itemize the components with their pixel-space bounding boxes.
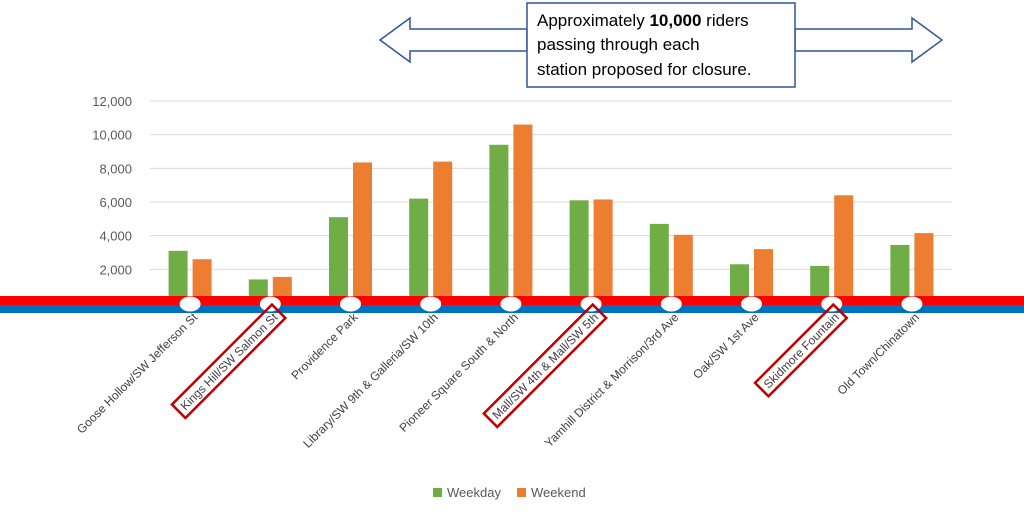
category-label: Goose Hollow/SW Jefferson St [74,310,201,437]
legend: Weekday Weekend [433,485,586,500]
bar-weekday [569,200,589,303]
bar-weekend [834,195,854,303]
bar-weekday [730,264,749,303]
station-marker [420,296,442,312]
highlight-box [482,302,608,429]
bar-weekday [649,223,669,303]
station-marker [179,296,201,312]
y-tick-label: 12,000 [92,94,132,109]
highlight-box [170,302,288,420]
callout-line-3: station proposed for closure. [537,60,752,79]
station-marker [660,296,682,312]
bar-weekend [673,234,693,303]
category-label: Providence Park [288,310,361,383]
category-label-group: Providence Park [288,310,361,383]
bar-weekend [513,124,533,303]
callout-prefix: Approximately [537,11,649,30]
bars [168,124,934,303]
y-tick-label: 10,000 [92,128,132,143]
station-markers [179,296,923,312]
y-tick-label: 8,000 [99,161,132,176]
bar-weekday [890,244,910,303]
category-label-group: Old Town/Chinatown [834,310,922,398]
category-label: Old Town/Chinatown [834,310,922,398]
category-label: Yamhill District & Morrison/3rd Ave [542,310,682,450]
y-tick-label: 2,000 [99,262,132,277]
gridlines [150,100,952,270]
station-marker [340,296,361,312]
category-label: Skidmore Fountain [761,310,842,391]
bar-weekend [353,162,372,303]
legend-swatch-weekend [517,488,526,497]
category-label-group: Yamhill District & Morrison/3rd Ave [542,310,682,450]
bar-weekend [192,259,212,303]
category-label-group: Oak/SW 1st Ave [690,310,762,382]
bar-weekend [433,161,453,303]
bar-weekday [489,144,509,303]
callout-suffix: riders [701,11,748,30]
category-label-group: Library/SW 9th & Galleria/SW 10th [300,310,441,451]
callout-arrow-right [794,16,944,64]
highlight-box [753,302,849,399]
bar-weekday [409,198,429,303]
bar-weekend [754,249,773,303]
legend-swatch-weekday [433,488,442,497]
bar-weekday [168,250,188,303]
callout-box [526,2,796,88]
category-label-group: Goose Hollow/SW Jefferson St [74,310,201,437]
callout-line-2: passing through each [537,35,700,54]
bar-weekend [593,199,613,303]
bar-weekend [914,233,934,303]
bar-weekday [810,265,830,303]
y-tick-label: 4,000 [99,229,132,244]
station-marker [500,296,522,312]
callout-bold-value: 10,000 [649,11,701,30]
category-label: Oak/SW 1st Ave [690,310,762,382]
category-label-group: Skidmore Fountain [753,302,849,399]
callout-line-1: Approximately 10,000 riders [537,11,749,30]
bar-weekday [329,217,348,303]
category-label: Library/SW 9th & Galleria/SW 10th [300,310,441,451]
y-tick-label: 6,000 [99,195,132,210]
station-marker [741,296,762,312]
callout-annotation: Approximately 10,000 riders passing thro… [378,2,944,88]
legend-label-weekday: Weekday [447,485,501,500]
station-marker [901,296,923,312]
legend-label-weekend: Weekend [531,485,586,500]
callout-arrow-left [378,16,528,64]
y-axis-ticks: 2,000 4,000 6,000 8,000 10,000 12,000 [92,94,132,277]
